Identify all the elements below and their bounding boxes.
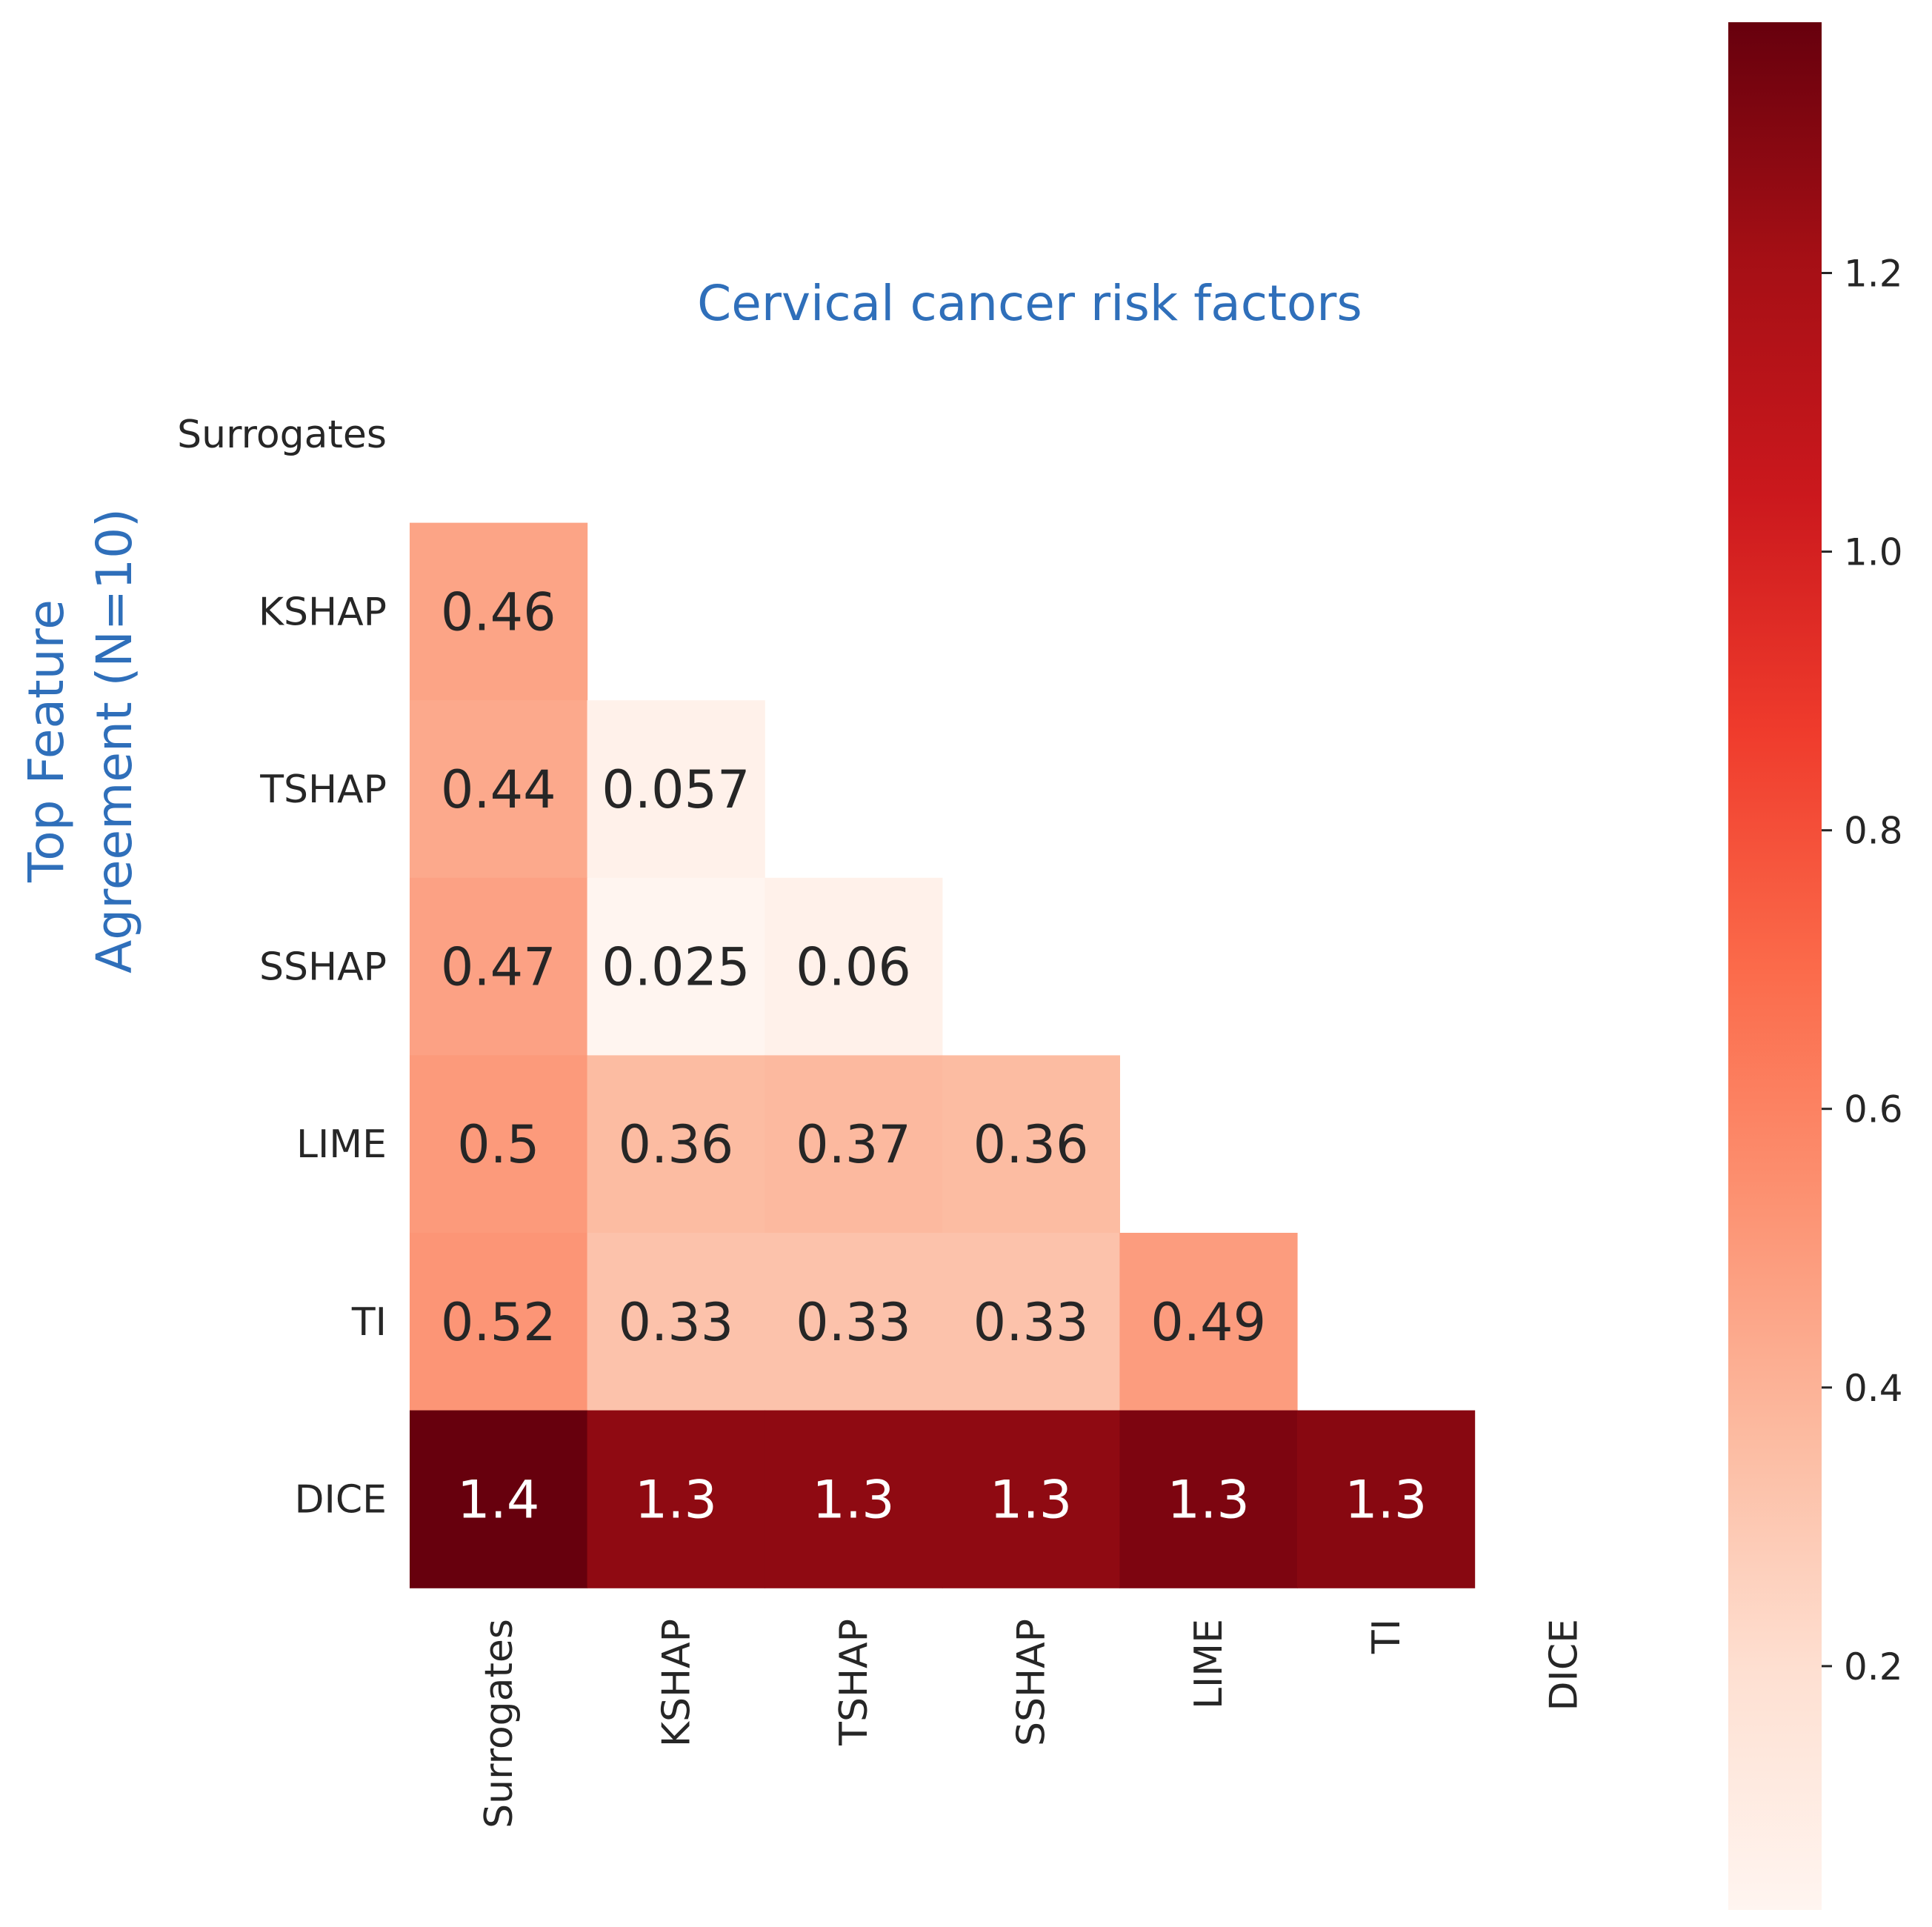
column-tick-labels: Surrogates KSHAP TSHAP SSHAP LIME TI DICE: [477, 1619, 1587, 1828]
cell-value-label: 0.33: [973, 1292, 1089, 1353]
colorbar-tick-label: 0.4: [1844, 1367, 1903, 1410]
cell-value-label: 1.3: [1345, 1469, 1427, 1530]
row-tick-label: LIME: [296, 1122, 387, 1167]
row-tick-label: DICE: [294, 1477, 387, 1522]
column-tick-label: TSHAP: [832, 1619, 876, 1746]
cell-value-label: 1.3: [812, 1469, 894, 1530]
column-tick-label: Surrogates: [477, 1619, 522, 1828]
row-tick-label: KSHAP: [259, 590, 387, 634]
colorbar-tick-label: 0.2: [1844, 1645, 1903, 1688]
heatmap-cell: [410, 522, 588, 701]
cell-value-label: 0.47: [441, 937, 556, 998]
heatmap-cell: [410, 1233, 588, 1411]
colorbar-tick-label: 1.0: [1844, 531, 1903, 574]
cell-value-label: 0.06: [796, 937, 911, 998]
chart-title: Cervical cancer risk factors: [697, 275, 1362, 332]
heatmap-cell: [587, 700, 765, 879]
cell-value-label: 0.46: [441, 582, 556, 642]
cell-value-label: 0.49: [1150, 1292, 1266, 1353]
colorbar-tick-label: 1.2: [1844, 253, 1903, 296]
row-tick-label: TI: [351, 1300, 387, 1345]
heatmap-cell: [1119, 1233, 1298, 1411]
heatmap-cell: [765, 1055, 943, 1234]
heatmap-cell: [410, 877, 588, 1056]
heatmap-cell: [587, 1055, 765, 1234]
column-tick-label: KSHAP: [654, 1619, 699, 1747]
heatmap-cell: [587, 1233, 765, 1411]
column-tick-label: LIME: [1187, 1619, 1231, 1709]
cell-value-label: 1.3: [990, 1469, 1072, 1530]
heatmap-cell: [1297, 1410, 1476, 1588]
cell-value-label: 0.025: [602, 937, 750, 998]
colorbar-ticks: 0.2 0.4 0.6 0.8 1.0 1.2: [1822, 253, 1903, 1688]
y-axis-label-line-1: Top Feature: [18, 599, 75, 883]
column-tick-label: SSHAP: [1010, 1619, 1054, 1746]
row-tick-label: Surrogates: [177, 413, 387, 457]
heatmap-cell: [765, 877, 943, 1056]
cell-value-label: 0.057: [602, 759, 750, 820]
heatmap-cell: [942, 1410, 1120, 1588]
heatmap-cell: [587, 1410, 765, 1588]
cell-value-label: 0.33: [618, 1292, 733, 1353]
cell-value-label: 0.36: [618, 1114, 733, 1175]
heatmap-cell: [410, 1055, 588, 1234]
heatmap-cell: [765, 1233, 943, 1411]
cell-value-label: 1.3: [635, 1469, 717, 1530]
y-axis-label-line-2: Agreement (N=10): [86, 508, 143, 974]
colorbar: [1728, 22, 1822, 1910]
heatmap-cell: [410, 1410, 588, 1588]
column-tick-label: DICE: [1542, 1619, 1586, 1711]
cell-value-label: 0.5: [457, 1114, 539, 1175]
row-tick-label: TSHAP: [259, 768, 387, 812]
row-tick-label: SSHAP: [259, 945, 387, 990]
cell-value-label: 0.37: [796, 1114, 911, 1175]
cell-value-label: 0.36: [973, 1114, 1089, 1175]
cell-value-label: 1.3: [1167, 1469, 1250, 1530]
y-axis-label: Top Feature Agreement (N=10): [18, 508, 143, 974]
heatmap-cells: 0.46 0.44 0.057 0.47 0.025 0.06 0.5 0.36 0.37 0.3…: [410, 522, 1476, 1588]
cell-value-label: 0.33: [796, 1292, 911, 1353]
heatmap-cell: [587, 877, 765, 1056]
colorbar-tick-label: 0.8: [1844, 810, 1903, 853]
heatmap-cell: [1119, 1410, 1298, 1588]
row-tick-labels: Surrogates KSHAP TSHAP SSHAP LIME TI DICE: [177, 413, 387, 1522]
cell-value-label: 0.44: [441, 759, 556, 820]
cell-value-label: 1.4: [457, 1469, 539, 1530]
colorbar-tick-label: 0.6: [1844, 1088, 1903, 1131]
cell-value-label: 0.52: [441, 1292, 556, 1353]
heatmap-cell: [942, 1055, 1120, 1234]
heatmap-cell: [765, 1410, 943, 1588]
heatmap-cell: [410, 700, 588, 879]
column-tick-label: TI: [1365, 1619, 1409, 1654]
heatmap-cell: [942, 1233, 1120, 1411]
